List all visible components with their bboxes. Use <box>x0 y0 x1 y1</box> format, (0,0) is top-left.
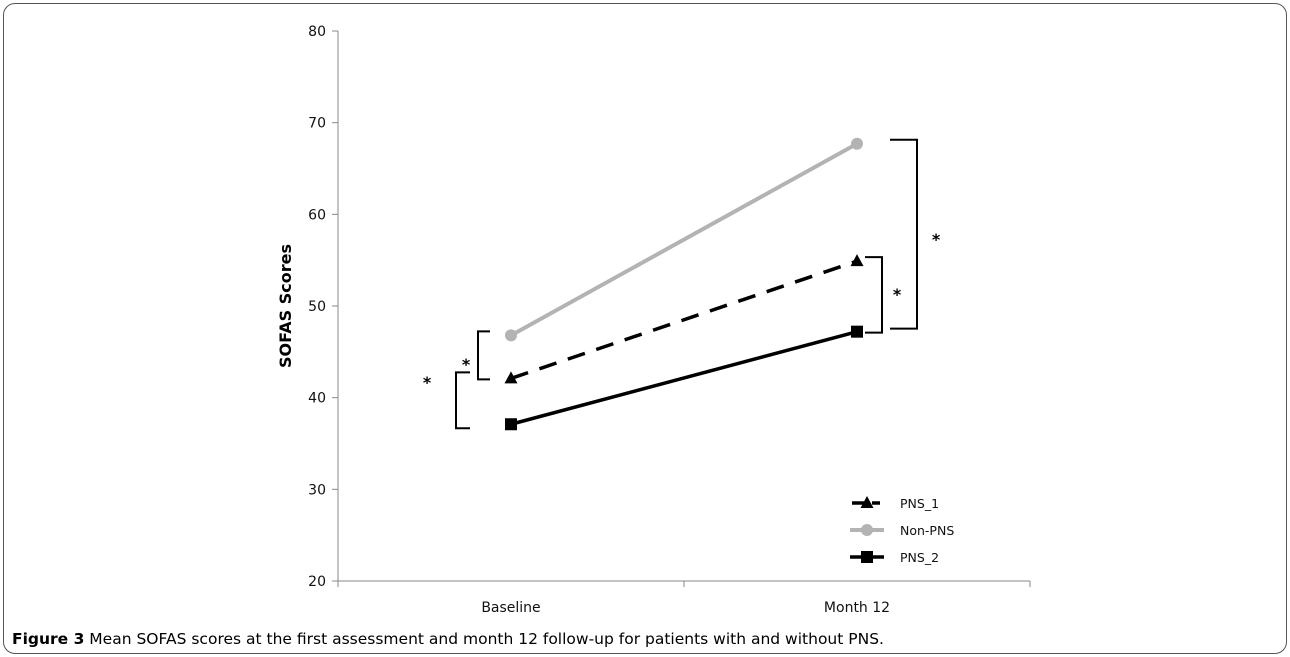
legend-marker <box>861 551 873 563</box>
x-tick-label: Month 12 <box>824 600 890 616</box>
line-chart: 20 30 40 50 60 70 80 Baseline Month 12 SOFAS Sc… <box>276 24 1031 616</box>
series-pns-1 <box>504 254 864 384</box>
x-ticks: Baseline Month 12 <box>481 600 890 616</box>
significance-bracket <box>890 138 918 330</box>
series-layer <box>504 137 864 431</box>
series-pns-2 <box>505 325 863 431</box>
y-tick-label: 50 <box>308 299 326 315</box>
legend-marker <box>861 524 873 536</box>
figure-caption-text: Mean SOFAS scores at the first assessmen… <box>84 630 884 648</box>
data-point <box>504 371 518 384</box>
y-tick-label: 60 <box>308 207 326 223</box>
legend-marker <box>860 496 874 508</box>
series-non-pns <box>505 137 863 342</box>
data-point <box>850 254 864 267</box>
data-point <box>851 137 863 150</box>
series-line <box>510 142 858 338</box>
significance-bracket <box>477 330 490 381</box>
legend-label: PNS_2 <box>900 550 939 565</box>
legend-label: Non-PNS <box>900 523 954 538</box>
data-point <box>505 329 517 342</box>
legend-item: Non-PNS <box>850 523 954 538</box>
data-point <box>851 325 863 338</box>
y-tick-label: 80 <box>308 24 326 40</box>
y-tick-label: 70 <box>308 116 326 132</box>
y-axis-label: SOFAS Scores <box>276 244 295 368</box>
series-line <box>510 329 858 426</box>
significance-star: * <box>932 230 941 249</box>
legend-label: PNS_1 <box>900 496 939 511</box>
legend-item: PNS_1 <box>852 496 939 511</box>
y-tick-label: 40 <box>308 391 326 407</box>
significance-star: * <box>462 355 471 374</box>
significance-bracket <box>455 371 470 430</box>
data-point <box>505 418 517 431</box>
figure-caption: Figure 3 Mean SOFAS scores at the first … <box>12 630 884 648</box>
legend-item: PNS_2 <box>850 550 939 565</box>
significance-brackets: * * * * <box>423 138 941 430</box>
significance-star: * <box>423 373 432 392</box>
significance-star: * <box>893 285 902 304</box>
figure-caption-label: Figure 3 <box>12 630 85 648</box>
legend: PNS_1 Non-PNS PNS_2 <box>850 496 954 565</box>
figure-frame <box>3 3 1287 654</box>
y-tick-label: 30 <box>308 482 326 498</box>
series-line <box>510 259 858 381</box>
significance-bracket <box>865 256 883 334</box>
x-tick-label: Baseline <box>481 600 540 616</box>
y-tick-label: 20 <box>308 574 326 590</box>
y-ticks: 20 30 40 50 60 70 80 <box>308 24 338 590</box>
